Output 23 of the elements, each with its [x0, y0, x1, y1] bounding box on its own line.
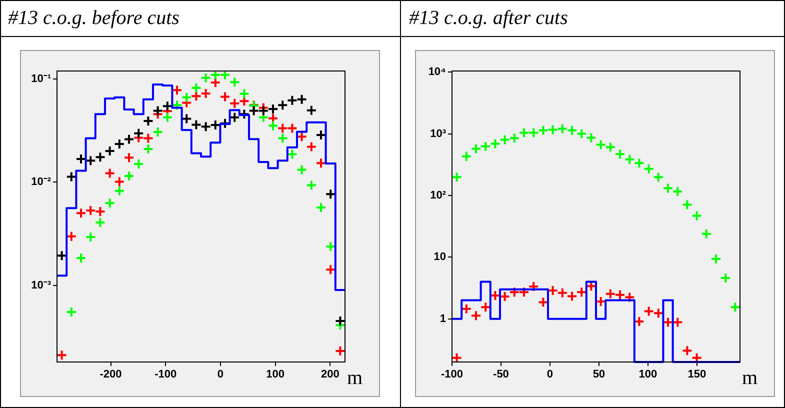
x-tick-label: -100: [440, 368, 464, 381]
y-tick-label: 10³: [430, 128, 446, 140]
y-tick-label: 10⁴: [428, 66, 446, 78]
y-tick-label: 10⁻²: [31, 176, 52, 188]
y-tick-label: 10⁻¹: [31, 73, 52, 86]
chart-title: #13 c.o.g. before cuts: [0, 0, 400, 37]
x-axis-title: m: [347, 367, 363, 389]
y-tick-label: 10: [434, 251, 446, 264]
x-tick-label: -100: [154, 368, 177, 381]
x-tick-label: 100: [266, 368, 285, 381]
x-tick-label: 200: [321, 368, 340, 381]
x-tick-label: -50: [493, 368, 509, 381]
y-tick-label: 10⁻³: [31, 279, 52, 292]
x-tick-label: 50: [592, 368, 606, 381]
x-axis-title: m: [742, 367, 758, 389]
x-tick-label: 0: [546, 368, 554, 381]
y-tick-label: 1: [440, 312, 446, 325]
x-tick-label: -200: [100, 368, 122, 381]
x-tick-label: 0: [217, 368, 224, 381]
y-tick-label: 10²: [430, 189, 446, 202]
x-tick-label: 100: [638, 368, 658, 381]
x-tick-label: 150: [688, 368, 706, 381]
chart-title: #13 c.o.g. after cuts: [401, 0, 785, 37]
